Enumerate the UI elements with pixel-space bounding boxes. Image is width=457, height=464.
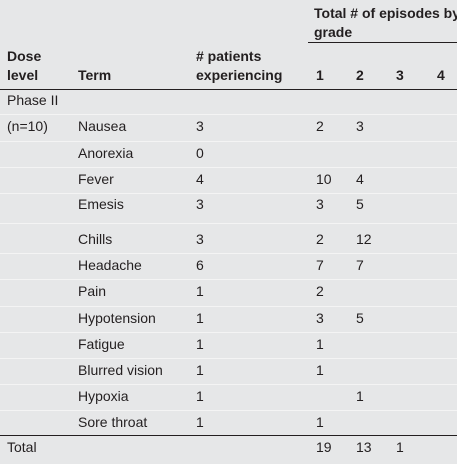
value-cell: 13 — [356, 439, 372, 455]
value-cell: 3 — [316, 196, 324, 212]
column-header: Dose level — [7, 48, 42, 83]
value-cell: 1 — [196, 362, 204, 378]
value-cell: 1 — [356, 388, 364, 404]
value-cell: 1 — [196, 283, 204, 299]
value-cell: 3 — [196, 118, 204, 134]
dose-cell: Phase II — [7, 92, 59, 108]
value-cell: 2 — [316, 283, 324, 299]
value-cell: 10 — [316, 171, 332, 187]
value-cell: 1 — [396, 439, 404, 455]
term-cell: Chills — [78, 231, 113, 247]
value-cell: 1 — [196, 388, 204, 404]
value-cell: 1 — [316, 414, 324, 430]
value-cell: 3 — [316, 310, 324, 326]
term-cell: Headache — [78, 257, 142, 273]
term-cell: Nausea — [78, 118, 127, 134]
column-header: Term — [78, 67, 112, 83]
row-separator — [0, 114, 457, 115]
value-cell: 1 — [196, 336, 204, 352]
term-cell: Pain — [78, 283, 107, 299]
group-rule — [308, 42, 457, 43]
value-cell: 12 — [356, 231, 372, 247]
value-cell: 5 — [356, 196, 364, 212]
term-cell: Fatigue — [78, 336, 125, 352]
column-header: # patients experiencing — [196, 48, 283, 83]
term-cell: Hypotension — [78, 310, 156, 326]
term-cell: Sore throat — [78, 414, 148, 430]
row-separator — [0, 193, 457, 194]
value-cell: 3 — [196, 196, 204, 212]
term-cell: Blurred vision — [78, 362, 163, 378]
value-cell: 0 — [196, 145, 204, 161]
term-cell: Hypoxia — [78, 388, 129, 404]
value-cell: 5 — [356, 310, 364, 326]
row-separator — [0, 306, 457, 307]
value-cell: 19 — [316, 439, 332, 455]
value-cell: 4 — [356, 171, 364, 187]
header-rule — [0, 89, 457, 90]
value-cell: 3 — [356, 118, 364, 134]
dose-cell: Total — [7, 439, 37, 455]
term-cell: Fever — [78, 171, 114, 187]
row-separator — [0, 141, 457, 142]
column-header: 3 — [396, 67, 404, 83]
value-cell: 7 — [316, 257, 324, 273]
value-cell: 4 — [196, 171, 204, 187]
value-cell: 2 — [316, 118, 324, 134]
row-separator — [0, 167, 457, 168]
value-cell: 6 — [196, 257, 204, 273]
row-separator — [0, 332, 457, 333]
value-cell: 7 — [356, 257, 364, 273]
group-header: Total # of episodes by grade — [314, 5, 457, 40]
term-cell: Anorexia — [78, 145, 134, 161]
row-separator — [0, 253, 457, 254]
value-cell: 1 — [196, 414, 204, 430]
value-cell: 1 — [196, 310, 204, 326]
dose-cell: (n=10) — [7, 118, 48, 134]
total-rule — [0, 435, 457, 436]
value-cell: 1 — [316, 336, 324, 352]
value-cell: 1 — [316, 362, 324, 378]
row-separator — [0, 358, 457, 359]
row-separator — [0, 384, 457, 385]
column-header: 2 — [356, 67, 364, 83]
column-header: 1 — [316, 67, 324, 83]
value-cell: 3 — [196, 231, 204, 247]
row-separator — [0, 410, 457, 411]
column-header: 4 — [437, 67, 445, 83]
term-cell: Emesis — [78, 196, 124, 212]
row-separator — [0, 279, 457, 280]
value-cell: 2 — [316, 231, 324, 247]
row-separator — [0, 223, 457, 224]
